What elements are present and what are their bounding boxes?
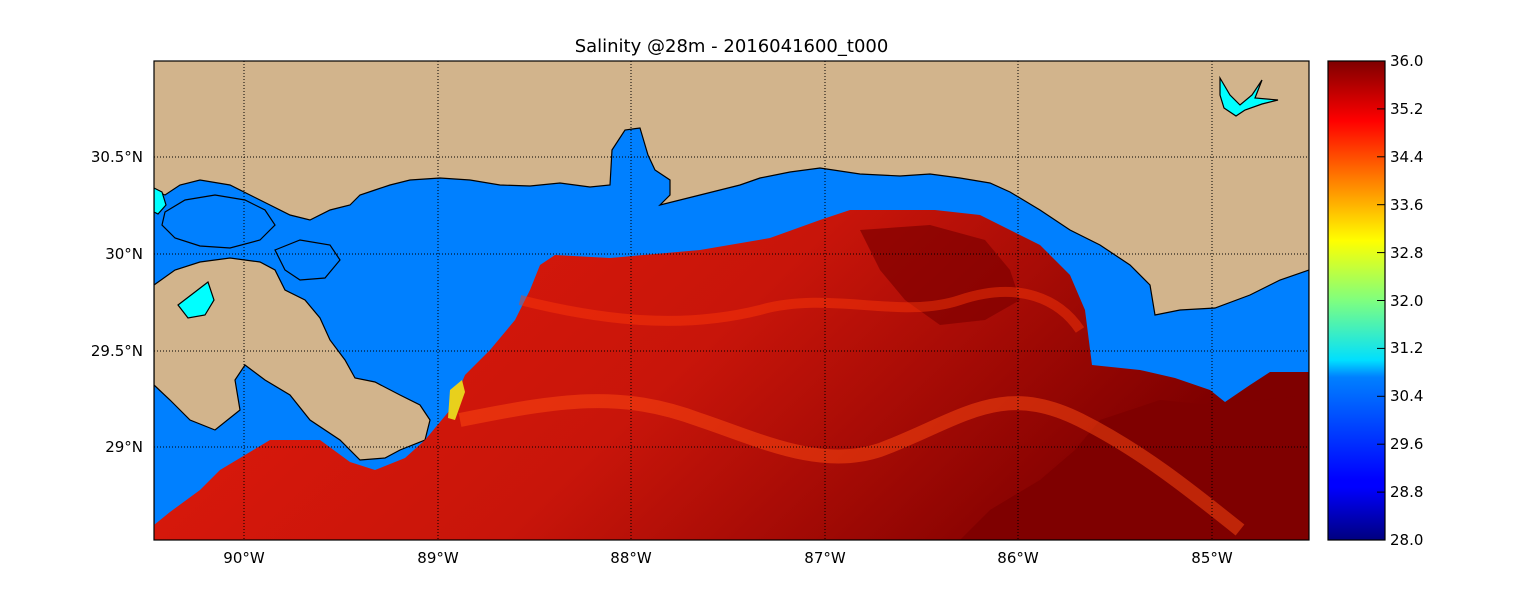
colorbar-label: 32.0 [1390, 292, 1423, 310]
lon-tick-label: 85°W [1191, 549, 1233, 567]
louisiana-delta [154, 257, 431, 461]
colorbar [1327, 60, 1386, 541]
colorbar-label: 28.0 [1390, 531, 1423, 549]
colorbar-labels: 36.0 35.2 34.4 33.6 32.8 32.0 31.2 30.4 … [1390, 52, 1423, 549]
colorbar-label: 34.4 [1390, 148, 1423, 166]
colorbar-label: 35.2 [1390, 100, 1423, 118]
colorbar-ticks [1377, 60, 1385, 541]
low-salinity-edge [448, 380, 465, 420]
colorbar-label: 31.2 [1390, 339, 1423, 357]
colorbar-label: 32.8 [1390, 244, 1423, 262]
lat-tick-labels: 30.5°N 30°N 29.5°N 29°N [91, 148, 143, 456]
plume-filament-1 [458, 394, 1245, 536]
lon-tick-labels: 90°W 89°W 88°W 87°W 86°W 85°W [223, 549, 1233, 567]
lake-pontchartrain [161, 194, 276, 249]
lake-borgne [274, 239, 341, 281]
lake-northeast [1219, 75, 1279, 117]
colorbar-label: 29.6 [1390, 435, 1423, 453]
salinity-southeast [960, 395, 1309, 540]
map-title: Salinity @28m - 2016041600_t000 [574, 36, 889, 57]
lon-tick-label: 88°W [610, 549, 652, 567]
lat-tick-label: 29.5°N [91, 342, 143, 360]
map-area [154, 61, 1309, 540]
colorbar-label: 33.6 [1390, 196, 1423, 214]
colorbar-label: 36.0 [1390, 52, 1423, 70]
salinity-field-main [154, 210, 1309, 540]
colorbar-label: 30.4 [1390, 387, 1423, 405]
lake-edge-west [154, 187, 167, 215]
lat-tick-label: 30.5°N [91, 148, 143, 166]
plume-filament-2 [518, 287, 1085, 333]
lon-tick-label: 87°W [804, 549, 846, 567]
lon-tick-label: 86°W [997, 549, 1039, 567]
grid-lines [154, 61, 1309, 540]
map-frame [153, 60, 1310, 541]
colorbar-label: 28.8 [1390, 483, 1423, 501]
salinity-core [860, 225, 1020, 325]
lat-tick-label: 30°N [105, 245, 143, 263]
lat-tick-label: 29°N [105, 438, 143, 456]
lon-tick-label: 90°W [223, 549, 265, 567]
lake-small-west [177, 281, 215, 319]
lon-tick-label: 89°W [417, 549, 459, 567]
